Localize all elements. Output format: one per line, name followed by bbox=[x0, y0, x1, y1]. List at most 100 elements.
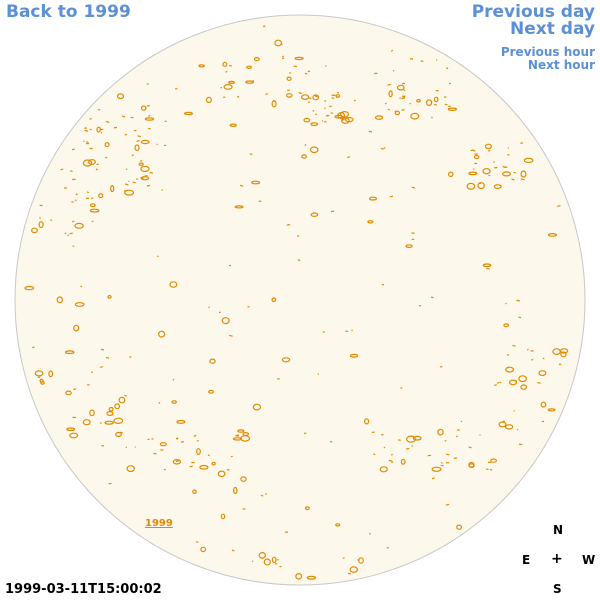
contour-mark bbox=[100, 348, 105, 351]
contour-mark bbox=[310, 212, 319, 218]
contour-mark bbox=[86, 191, 89, 194]
contour-mark bbox=[306, 575, 317, 580]
contour-mark bbox=[228, 80, 235, 85]
contour-mark bbox=[369, 196, 378, 201]
contour-mark bbox=[518, 375, 527, 383]
contour-mark bbox=[138, 162, 144, 166]
contour-mark bbox=[436, 97, 439, 100]
previous-hour-link[interactable]: Previous hour bbox=[500, 45, 595, 59]
contour-mark bbox=[327, 114, 330, 117]
contour-mark bbox=[258, 552, 266, 559]
contour-mark bbox=[502, 171, 512, 177]
contour-mark bbox=[107, 295, 112, 299]
contour-mark bbox=[437, 428, 444, 436]
contour-mark bbox=[431, 116, 433, 119]
solar-disk bbox=[14, 14, 586, 586]
contour-mark bbox=[312, 109, 315, 112]
contour-mark bbox=[285, 93, 293, 98]
contour-mark bbox=[207, 454, 210, 457]
next-day-link[interactable]: Next day bbox=[510, 19, 595, 39]
contour-mark bbox=[374, 115, 384, 120]
contour-mark bbox=[409, 58, 414, 60]
contour-mark bbox=[71, 201, 74, 203]
contour-mark bbox=[383, 147, 386, 150]
contour-mark bbox=[105, 120, 110, 123]
contour-mark bbox=[84, 129, 89, 132]
contour-mark bbox=[226, 468, 230, 471]
contour-mark bbox=[513, 171, 516, 174]
contour-mark bbox=[309, 146, 319, 154]
next-hour-link[interactable]: Next hour bbox=[527, 58, 595, 72]
contour-mark bbox=[401, 109, 405, 111]
contour-mark bbox=[200, 546, 207, 553]
contour-mark bbox=[337, 91, 340, 94]
contour-mark bbox=[82, 159, 93, 167]
contour-mark bbox=[294, 56, 304, 61]
contour-mark bbox=[118, 396, 126, 404]
contour-mark bbox=[418, 304, 422, 307]
contour-mark bbox=[64, 350, 75, 355]
year-link[interactable]: 1999 bbox=[145, 518, 173, 529]
contour-mark bbox=[503, 323, 510, 328]
contour-mark bbox=[86, 141, 89, 144]
contour-mark bbox=[392, 69, 395, 72]
contour-mark bbox=[511, 178, 515, 181]
contour-mark bbox=[69, 232, 73, 235]
contour-mark bbox=[314, 95, 318, 98]
contour-mark bbox=[31, 227, 38, 234]
contour-mark bbox=[420, 60, 424, 62]
contour-mark bbox=[229, 334, 233, 337]
previous-day-link[interactable]: Previous day bbox=[471, 2, 595, 22]
contour-mark bbox=[468, 446, 472, 449]
contour-mark bbox=[258, 200, 262, 203]
contour-mark bbox=[253, 56, 260, 62]
contour-mark bbox=[189, 465, 193, 468]
contour-mark bbox=[388, 90, 393, 98]
contour-mark bbox=[431, 466, 442, 472]
contour-mark bbox=[172, 378, 175, 381]
contour-mark bbox=[340, 111, 350, 118]
contour-mark bbox=[265, 93, 269, 95]
contour-mark bbox=[80, 285, 83, 288]
contour-mark bbox=[411, 186, 416, 189]
contour-mark bbox=[329, 105, 332, 108]
contour-mark bbox=[389, 195, 394, 198]
contour-mark bbox=[281, 57, 285, 60]
contour-mark bbox=[478, 182, 482, 185]
contour-mark bbox=[209, 358, 216, 364]
contour-mark bbox=[96, 168, 98, 171]
contour-mark bbox=[341, 117, 350, 125]
contour-mark bbox=[540, 401, 547, 408]
contour-mark bbox=[125, 183, 129, 186]
contour-mark bbox=[447, 107, 458, 111]
contour-mark bbox=[490, 458, 498, 463]
contour-mark bbox=[217, 470, 226, 478]
compass-east: E bbox=[522, 553, 531, 567]
contour-mark bbox=[147, 127, 151, 130]
contour-mark bbox=[416, 99, 421, 103]
contour-mark bbox=[121, 115, 125, 118]
contour-mark bbox=[115, 431, 122, 438]
contour-mark bbox=[75, 193, 78, 196]
contour-mark bbox=[251, 180, 261, 185]
contour-mark bbox=[298, 92, 302, 95]
contour-mark bbox=[391, 461, 394, 464]
contour-mark bbox=[494, 166, 498, 169]
back-to-year-link[interactable]: Back to 1999 bbox=[6, 2, 131, 22]
contour-mark bbox=[114, 403, 121, 410]
contour-mark bbox=[329, 440, 333, 443]
contour-mark bbox=[400, 458, 406, 465]
contour-mark bbox=[233, 486, 238, 495]
contour-mark bbox=[240, 435, 251, 442]
contour-mark bbox=[390, 453, 393, 456]
contour-mark bbox=[401, 97, 405, 100]
contour-mark bbox=[282, 55, 285, 58]
contour-mark bbox=[158, 401, 161, 404]
contour-mark bbox=[239, 184, 244, 187]
contour-mark bbox=[301, 154, 308, 159]
contour-mark bbox=[307, 70, 311, 73]
contour-mark bbox=[24, 285, 35, 291]
contour-mark bbox=[466, 182, 476, 190]
contour-mark bbox=[433, 103, 437, 106]
